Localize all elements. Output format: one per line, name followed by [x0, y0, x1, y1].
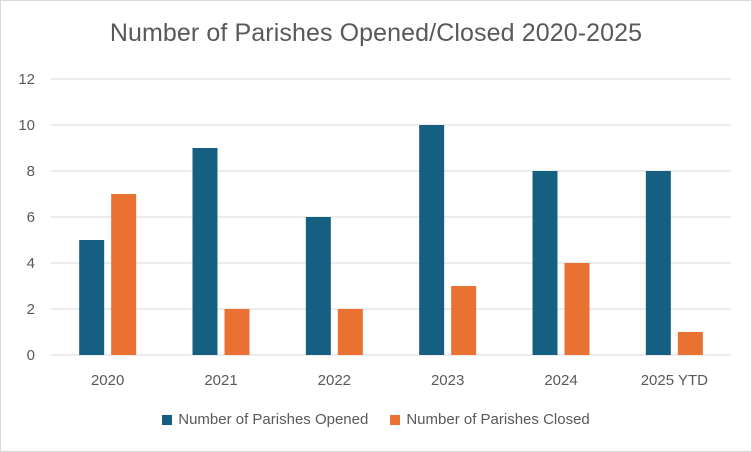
legend-item-closed: Number of Parishes Closed: [390, 411, 590, 428]
y-tick-label: 0: [27, 347, 35, 364]
x-tick-label: 2022: [318, 372, 351, 389]
legend-label-closed: Number of Parishes Closed: [406, 411, 590, 428]
bar-closed-2: [337, 309, 363, 355]
x-tick-label: 2024: [544, 372, 577, 389]
x-tick-label: 2023: [431, 372, 464, 389]
bar-closed-4: [564, 263, 590, 355]
y-tick-label: 8: [27, 163, 35, 180]
bar-closed-5: [677, 332, 703, 355]
chart-title: Number of Parishes Opened/Closed 2020-20…: [109, 19, 643, 47]
axes: 0 2 4 6 8 10 12 2020 2021 2022 2023 2024 2025 YTD: [18, 71, 708, 389]
bar-opened-2: [305, 217, 331, 355]
legend-swatch-opened: [162, 414, 173, 425]
bar-opened-0: [79, 240, 105, 355]
x-tick-label: 2020: [91, 372, 124, 389]
legend: Number of Parishes Opened Number of Pari…: [1, 411, 751, 428]
y-tick-label: 12: [18, 71, 35, 88]
x-tick-label: 2021: [204, 372, 237, 389]
bar-closed-1: [224, 309, 250, 355]
y-tick-label: 4: [27, 255, 35, 272]
bar-opened-5: [645, 171, 671, 355]
legend-item-opened: Number of Parishes Opened: [162, 411, 368, 428]
bar-opened-1: [192, 148, 218, 355]
gridlines: [51, 78, 731, 356]
y-tick-label: 10: [18, 117, 35, 134]
legend-swatch-closed: [390, 414, 401, 425]
x-tick-label: 2025 YTD: [641, 372, 708, 389]
bar-opened-3: [419, 125, 445, 355]
bars: [79, 125, 703, 355]
bar-closed-3: [451, 286, 477, 355]
bar-closed-0: [111, 194, 137, 355]
y-tick-label: 6: [27, 209, 35, 226]
bar-opened-4: [532, 171, 558, 355]
y-tick-label: 2: [27, 301, 35, 318]
legend-label-opened: Number of Parishes Opened: [178, 411, 369, 428]
